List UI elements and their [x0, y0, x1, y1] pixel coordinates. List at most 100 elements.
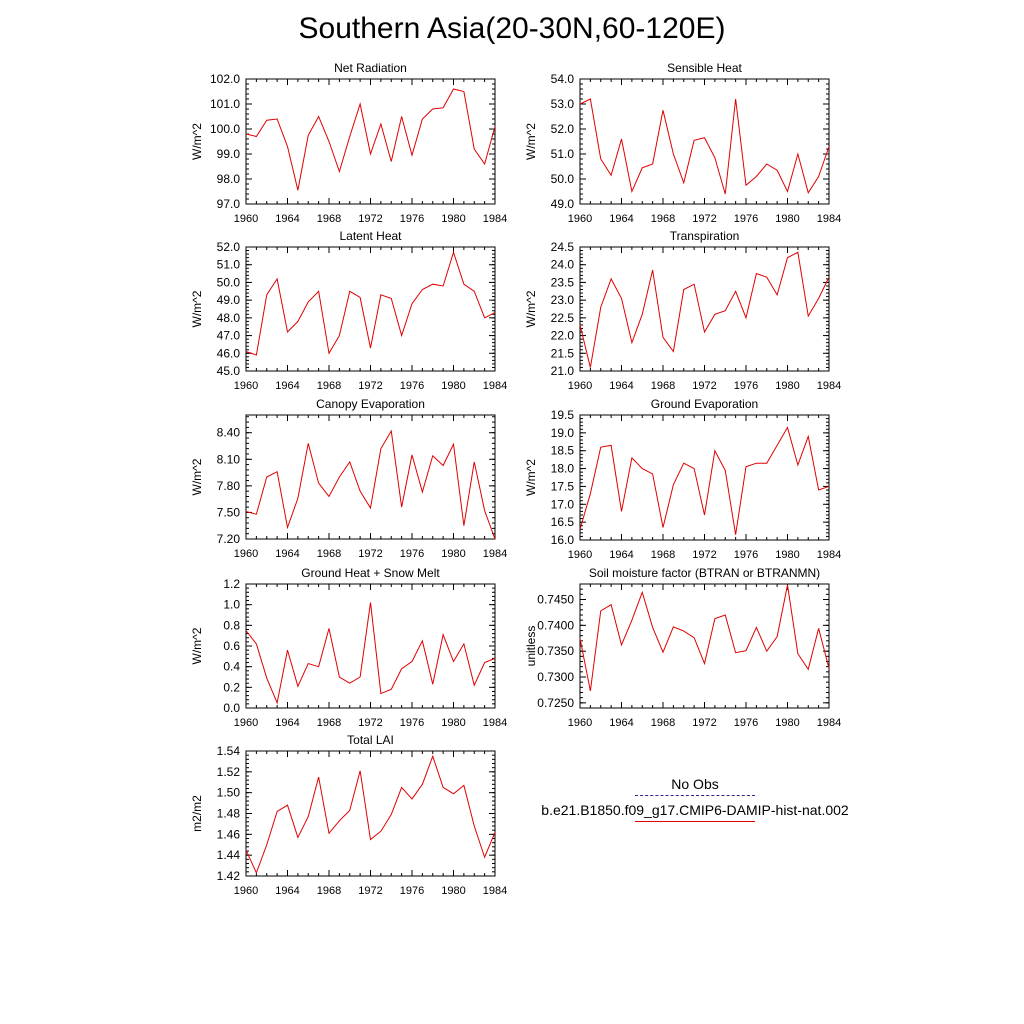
legend-swatch-obs: [635, 795, 755, 796]
x-tick-label: 1972: [358, 717, 382, 729]
y-tick-label: 22.5: [551, 311, 575, 325]
series-line-1: [245, 429, 496, 540]
x-tick-label: 1984: [817, 717, 841, 729]
x-tick-label: 1964: [275, 885, 299, 897]
y-tick-label: 50.0: [551, 172, 575, 186]
x-tick-label: 1984: [483, 717, 507, 729]
y-tick-label: 1.50: [217, 786, 241, 800]
chart-panel-2: 1960 1964 1968 1972 1976 1980 1984 49.0 50.0 51.0…: [524, 61, 841, 225]
panel-title: Soil moisture factor (BTRAN or BTRANMN): [589, 566, 820, 580]
series-line-1: [245, 250, 496, 356]
x-tick-label: 1960: [234, 213, 258, 225]
y-tick-label: 49.0: [217, 293, 241, 307]
y-tick-label: 51.0: [217, 258, 241, 272]
x-tick-label: 1960: [234, 717, 258, 729]
y-tick-label: 0.8: [223, 618, 240, 632]
chart-panel-8: 1960 1964 1968 1972 1976 1980 1984 0.7250 0.7300…: [524, 566, 841, 729]
y-axis-label: W/m^2: [190, 290, 204, 327]
x-tick-label: 1972: [358, 213, 382, 225]
x-tick-label: 1968: [651, 717, 675, 729]
y-tick-label: 102.0: [210, 72, 240, 86]
y-tick-label: 18.0: [551, 462, 575, 476]
legend-label-model: b.e21.B1850.f09_g17.CMIP6-DAMIP-hist-nat…: [541, 802, 849, 818]
panel-title: Ground Evaporation: [651, 397, 758, 411]
y-tick-label: 7.80: [217, 479, 241, 493]
y-tick-label: 0.4: [223, 660, 240, 674]
y-tick-label: 97.0: [217, 197, 241, 211]
chart-panel-6: 1960 1964 1968 1972 1976 1980 1984 16.0 16.5 17.0…: [524, 397, 841, 561]
y-tick-label: 48.0: [217, 311, 241, 325]
x-tick-label: 1980: [441, 213, 465, 225]
y-tick-label: 52.0: [217, 240, 241, 254]
x-tick-label: 1980: [775, 549, 799, 561]
x-tick-label: 1972: [692, 380, 716, 392]
x-tick-label: 1972: [358, 548, 382, 560]
y-tick-label: 18.5: [551, 444, 575, 458]
x-tick-label: 1968: [651, 549, 675, 561]
x-tick-label: 1960: [234, 548, 258, 560]
y-axis-label: W/m^2: [190, 458, 204, 495]
series-line-1: [245, 602, 496, 705]
y-axis-label: W/m^2: [524, 290, 538, 327]
chart-panel-3: 1960 1964 1968 1972 1976 1980 1984 45.0 46.0 47.0…: [190, 229, 507, 392]
x-tick-label: 1972: [358, 380, 382, 392]
y-tick-label: 101.0: [210, 97, 240, 111]
x-tick-label: 1984: [817, 549, 841, 561]
y-tick-label: 53.0: [551, 97, 575, 111]
y-tick-label: 8.40: [217, 426, 241, 440]
legend-label-obs: No Obs: [671, 776, 719, 792]
y-tick-label: 1.46: [217, 827, 241, 841]
x-tick-label: 1964: [609, 549, 633, 561]
x-tick-label: 1964: [609, 717, 633, 729]
x-tick-label: 1972: [358, 885, 382, 897]
x-tick-label: 1984: [483, 380, 507, 392]
panel-title: Latent Heat: [339, 229, 402, 243]
x-tick-label: 1980: [775, 717, 799, 729]
x-tick-label: 1984: [817, 380, 841, 392]
chart-panel-5: 1960 1964 1968 1972 1976 1980 1984 7.20 7.50 7.80…: [190, 397, 507, 560]
x-tick-label: 1960: [234, 380, 258, 392]
y-axis-label: unitless: [524, 626, 538, 667]
y-tick-label: 21.0: [551, 364, 575, 378]
y-tick-label: 49.0: [551, 197, 575, 211]
x-tick-label: 1980: [775, 380, 799, 392]
x-tick-label: 1964: [275, 717, 299, 729]
y-axis-label: W/m^2: [524, 123, 538, 160]
series-line-1: [579, 98, 830, 195]
panel-title: Total LAI: [347, 733, 394, 747]
x-tick-label: 1976: [400, 548, 424, 560]
plot-frame: [579, 78, 830, 205]
y-tick-label: 1.44: [217, 848, 241, 862]
x-tick-label: 1960: [568, 549, 592, 561]
chart-panel-9: 1960 1964 1968 1972 1976 1980 1984 1.42 1.44 1.46…: [190, 733, 507, 897]
x-tick-label: 1968: [317, 380, 341, 392]
x-tick-label: 1972: [692, 549, 716, 561]
x-tick-label: 1960: [568, 717, 592, 729]
x-tick-label: 1984: [483, 548, 507, 560]
x-tick-label: 1968: [651, 213, 675, 225]
panel-title: Sensible Heat: [667, 61, 742, 75]
x-tick-label: 1964: [609, 380, 633, 392]
y-tick-label: 23.5: [551, 275, 575, 289]
x-tick-label: 1976: [400, 380, 424, 392]
y-tick-label: 45.0: [217, 364, 241, 378]
plot-frame: [245, 78, 496, 205]
series-line-1: [579, 426, 830, 535]
y-tick-label: 24.5: [551, 240, 575, 254]
x-tick-label: 1972: [692, 213, 716, 225]
x-tick-label: 1980: [441, 380, 465, 392]
x-tick-label: 1976: [734, 717, 758, 729]
y-tick-label: 52.0: [551, 122, 575, 136]
x-tick-label: 1980: [441, 717, 465, 729]
series-line-1: [579, 584, 830, 692]
y-tick-label: 50.0: [217, 275, 241, 289]
x-tick-label: 1980: [775, 213, 799, 225]
panel-title: Canopy Evaporation: [316, 397, 425, 411]
x-tick-label: 1976: [400, 717, 424, 729]
series-line-1: [245, 88, 496, 191]
y-tick-label: 100.0: [210, 122, 240, 136]
y-tick-label: 1.48: [217, 807, 241, 821]
chart-panel-1: 1960 1964 1968 1972 1976 1980 1984 97.0 98.0 99.0…: [190, 61, 507, 225]
series-line-1: [579, 251, 830, 368]
